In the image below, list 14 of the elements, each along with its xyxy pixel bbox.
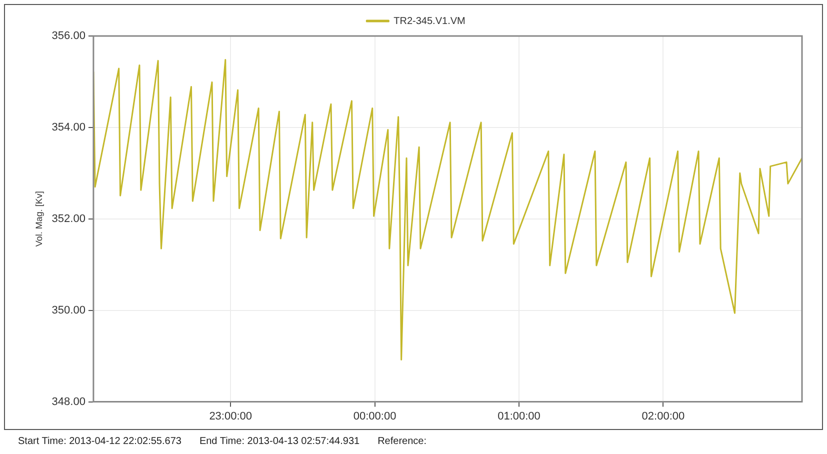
legend-label: TR2-345.V1.VM bbox=[394, 16, 466, 27]
y-tick-label: 350.00 bbox=[52, 304, 86, 316]
x-tick-label: 00:00:00 bbox=[353, 410, 396, 422]
x-tick-label: 23:00:00 bbox=[209, 410, 252, 422]
y-axis-title: Vol. Mag. [Kv] bbox=[34, 191, 44, 247]
y-tick-label: 352.00 bbox=[52, 212, 86, 225]
x-tick-label: 02:00:00 bbox=[642, 410, 685, 422]
text: Reference: bbox=[378, 436, 426, 447]
text: Start Time: 2013-04-12 22:02:55.673 bbox=[18, 436, 182, 447]
text: End Time: 2013-04-13 02:57:44.931 bbox=[199, 436, 360, 447]
x-tick-label: 01:00:00 bbox=[498, 410, 540, 422]
y-tick-label: 354.00 bbox=[52, 121, 86, 134]
y-tick-label: 348.00 bbox=[52, 396, 86, 408]
y-tick-label: 356.00 bbox=[52, 30, 86, 42]
